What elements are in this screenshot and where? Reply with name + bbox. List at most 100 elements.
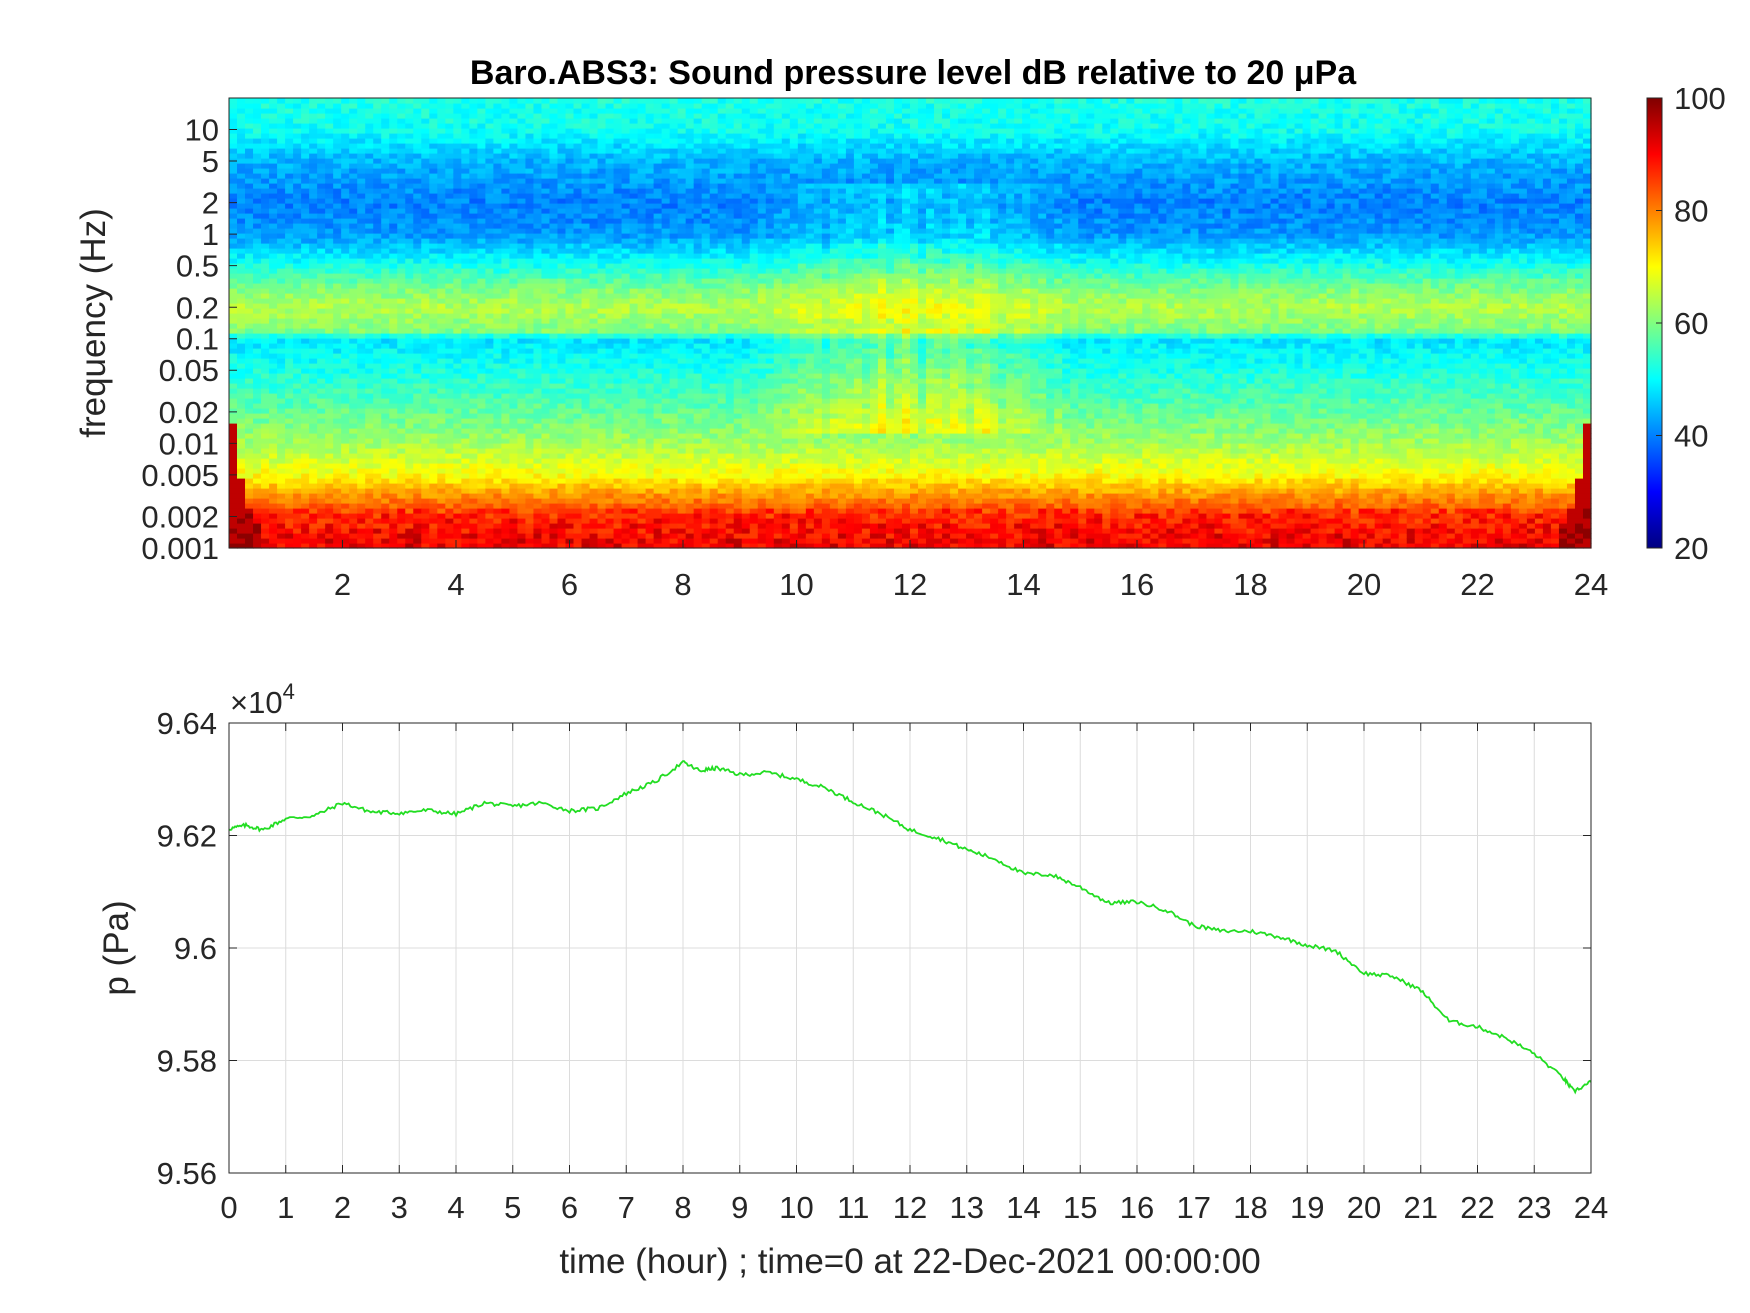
spectrogram-cell	[269, 313, 278, 319]
spectrogram-cell	[229, 393, 238, 399]
spectrogram-cell	[357, 118, 366, 124]
spectrogram-cell	[413, 268, 422, 274]
spectrogram-cell	[453, 228, 462, 234]
spectrogram-cell	[661, 473, 671, 479]
spectrogram-cell	[533, 268, 543, 274]
spectrogram-cell	[445, 363, 454, 369]
spectrogram-cell	[621, 148, 631, 154]
spectrogram-cell	[605, 383, 615, 389]
spectrogram-cell	[541, 158, 551, 164]
spectrogram-cell	[501, 458, 511, 464]
spectrogram-cell	[341, 243, 350, 249]
spectrogram-cell	[581, 168, 591, 174]
spectrogram-cell	[301, 128, 310, 134]
spectrogram-cell	[421, 238, 430, 244]
spectrogram-cell	[437, 438, 446, 444]
spectrogram-cell	[597, 413, 607, 419]
spectrogram-cell	[589, 243, 599, 249]
spectrogram-cell	[621, 443, 631, 449]
spectrogram-cell	[461, 408, 470, 414]
spectrogram-cell	[277, 238, 286, 244]
spectrogram-cell	[533, 108, 543, 114]
spectrogram-cell	[525, 278, 535, 284]
spectrogram-cell	[333, 543, 342, 549]
spectrogram-cell	[397, 313, 406, 319]
spectrogram-cell	[549, 518, 559, 524]
spectrogram-cell	[485, 103, 494, 109]
spectrogram-cell	[341, 523, 350, 529]
spectrogram-cell	[597, 343, 607, 349]
spectrogram-cell	[629, 398, 639, 404]
spectrogram-cell	[357, 533, 366, 539]
spectrogram-cell	[373, 203, 382, 209]
spectrogram-cell	[565, 233, 575, 239]
spectrogram-cell	[261, 138, 270, 144]
spectrogram-cell	[533, 223, 543, 229]
spectrogram-cell	[645, 348, 655, 354]
spectrogram-cell	[573, 183, 583, 189]
spectrogram-cell	[341, 158, 350, 164]
spectrogram-cell	[325, 283, 334, 289]
spectrogram-cell	[325, 503, 334, 509]
spectrogram-cell	[437, 433, 446, 439]
spectrogram-cell	[485, 258, 494, 264]
spectrogram-cell	[245, 113, 254, 119]
spectrogram-cell	[469, 453, 478, 459]
spectrogram-cell	[389, 283, 398, 289]
spectrogram-cell	[597, 543, 607, 549]
spectrogram-cell	[645, 448, 655, 454]
spectrogram-cell	[437, 113, 446, 119]
spectrogram-cell	[405, 413, 414, 419]
spectrogram-cell	[269, 413, 278, 419]
spectrogram-cell	[493, 323, 502, 329]
spectrogram-cell	[405, 218, 414, 224]
spectrogram-cell	[477, 313, 486, 319]
spectrogram-cell	[269, 403, 278, 409]
spectrogram-cell	[413, 253, 422, 259]
spectrogram-cell	[573, 193, 583, 199]
spectrogram-cell	[653, 433, 663, 439]
spectrogram-cell	[277, 488, 286, 494]
spectrogram-cell	[661, 298, 671, 304]
spectrogram-cell	[469, 523, 478, 529]
spectrogram-cell	[533, 308, 543, 314]
spectrogram-cell	[517, 508, 527, 514]
spectrogram-cell	[277, 108, 286, 114]
spectrogram-cell	[653, 218, 663, 224]
spectrogram-cell	[229, 358, 238, 364]
spectrogram-cell	[549, 283, 559, 289]
spectrogram-cell	[285, 258, 294, 264]
spectrogram-cell	[293, 203, 302, 209]
spectrogram-cell	[557, 413, 567, 419]
spectrogram-cell	[493, 253, 502, 259]
spectrogram-cell	[397, 478, 406, 484]
spectrogram-cell	[317, 403, 326, 409]
spectrogram-cell	[421, 223, 430, 229]
spectrogram-cell	[613, 473, 623, 479]
spectrogram-cell	[357, 318, 366, 324]
spectrogram-cell	[557, 448, 567, 454]
spectrogram-cell	[285, 188, 294, 194]
spectrogram-cell	[349, 303, 358, 309]
spectrogram-cell	[453, 428, 462, 434]
spectrogram-cell	[621, 228, 631, 234]
spectrogram-cell	[389, 98, 398, 104]
spectrogram-cell	[301, 443, 310, 449]
spectrogram-cell	[525, 498, 535, 504]
spectrogram-cell	[637, 253, 647, 259]
spectrogram-cell	[365, 403, 374, 409]
spectrogram-cell	[461, 183, 470, 189]
spectrogram-cell	[605, 263, 615, 269]
spectrogram-cell	[549, 303, 559, 309]
spectrogram-cell	[333, 218, 342, 224]
spectrogram-cell	[509, 403, 519, 409]
spectrogram-cell	[245, 448, 254, 454]
spectrogram-cell	[309, 318, 318, 324]
spectrogram-cell	[509, 488, 519, 494]
spectrogram-cell	[533, 103, 543, 109]
spectrogram-cell	[229, 518, 238, 524]
spectrogram-cell	[597, 463, 607, 469]
spectrogram-cell	[557, 338, 567, 344]
spectrogram-cell	[389, 468, 398, 474]
spectrogram-cell	[365, 368, 374, 374]
